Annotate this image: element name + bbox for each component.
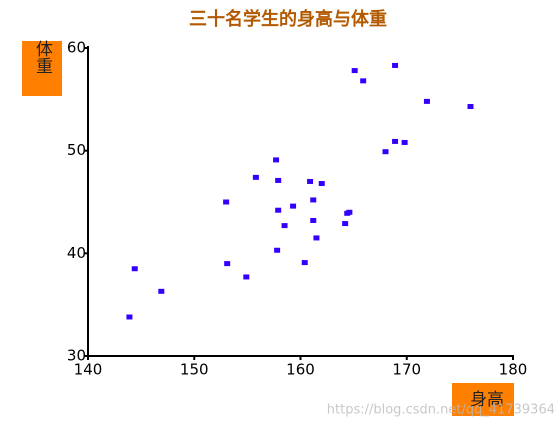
x-label-box xyxy=(452,383,514,416)
point xyxy=(310,217,317,223)
watermark: https://blog.csdn.net/qq_41739364 xyxy=(327,403,555,418)
y-label-box xyxy=(22,41,62,96)
point xyxy=(243,274,250,280)
x-tick-label: 150 xyxy=(180,361,209,379)
point xyxy=(346,209,353,215)
point xyxy=(392,62,399,68)
point xyxy=(275,177,282,183)
point xyxy=(273,157,280,163)
y-tick-label: 40 xyxy=(67,244,86,262)
point xyxy=(342,221,349,227)
point xyxy=(290,203,297,209)
point xyxy=(274,247,281,253)
point xyxy=(131,266,138,272)
point xyxy=(281,223,288,229)
point xyxy=(310,197,317,203)
point xyxy=(423,98,430,104)
point xyxy=(382,149,389,155)
point xyxy=(224,261,231,267)
point xyxy=(252,174,259,180)
y-axis-label: 体重 xyxy=(32,40,53,74)
point xyxy=(126,314,133,320)
point xyxy=(467,104,474,110)
point xyxy=(313,235,320,241)
point xyxy=(318,181,325,187)
point xyxy=(307,178,314,184)
x-tick-label: 140 xyxy=(74,361,103,379)
point xyxy=(158,288,165,294)
y-tick-label: 50 xyxy=(67,141,86,159)
y-tick-label: 60 xyxy=(67,39,86,57)
x-tick-label: 160 xyxy=(286,361,315,379)
point xyxy=(401,139,408,145)
point xyxy=(351,68,358,74)
x-axis-label: 身高 xyxy=(470,390,504,410)
point xyxy=(360,78,367,84)
x-tick-label: 180 xyxy=(499,361,528,379)
chart-title: 三十名学生的身高与体重 xyxy=(189,8,387,30)
point xyxy=(223,199,230,205)
y-tick-label: 30 xyxy=(67,347,86,365)
x-tick-label: 170 xyxy=(392,361,421,379)
point xyxy=(275,207,282,213)
point xyxy=(301,260,308,266)
point xyxy=(392,138,399,144)
